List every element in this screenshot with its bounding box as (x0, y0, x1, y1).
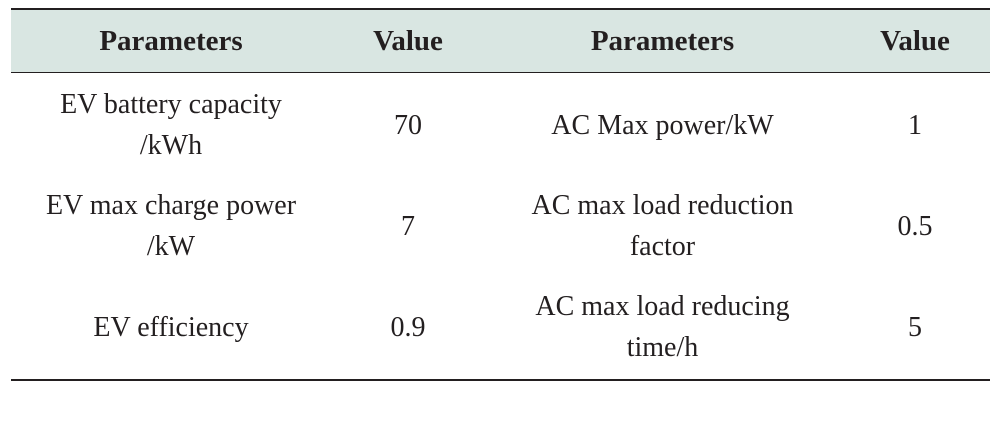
param-cell: AC max load reduction factor (485, 177, 840, 275)
value-cell: 0.5 (897, 210, 933, 242)
table-row: EV efficiency 0.9 AC max load reducing t… (11, 275, 990, 381)
value-cell: 7 (401, 210, 415, 242)
param-cell: AC Max power/kW (485, 73, 840, 178)
param-line: EV battery capacity (60, 89, 282, 120)
param-line: time/h (626, 332, 699, 363)
table-row: EV max charge power /kW 7 AC max load re… (11, 177, 990, 275)
header-value-1: Value (331, 8, 485, 73)
value-cell: 1 (908, 109, 922, 141)
param-line: AC Max power/kW (551, 109, 774, 141)
value-cell: 70 (394, 109, 422, 141)
param-line: AC max load reduction (531, 190, 794, 221)
parameters-table: Parameters Value Parameters Value EV bat… (11, 8, 990, 381)
header-parameters-1: Parameters (11, 8, 331, 73)
table-row: EV battery capacity /kWh 70 AC Max power… (11, 73, 990, 178)
header-parameters-2: Parameters (485, 8, 840, 73)
param-cell: EV efficiency (11, 275, 331, 381)
table-header-row: Parameters Value Parameters Value (11, 8, 990, 73)
header-value-2: Value (840, 8, 990, 73)
param-cell: AC max load reducing time/h (485, 275, 840, 381)
parameters-table-container: Parameters Value Parameters Value EV bat… (11, 8, 990, 381)
param-line: EV max charge power (45, 190, 297, 221)
param-line: factor (629, 231, 696, 262)
param-line: EV efficiency (93, 311, 249, 343)
param-cell: EV max charge power /kW (11, 177, 331, 275)
value-cell: 0.9 (331, 275, 485, 381)
param-line: AC max load reducing (535, 291, 790, 322)
value-cell: 5 (840, 275, 990, 381)
param-cell: EV battery capacity /kWh (11, 73, 331, 178)
param-line: /kWh (139, 130, 203, 161)
param-line: /kW (146, 231, 196, 262)
